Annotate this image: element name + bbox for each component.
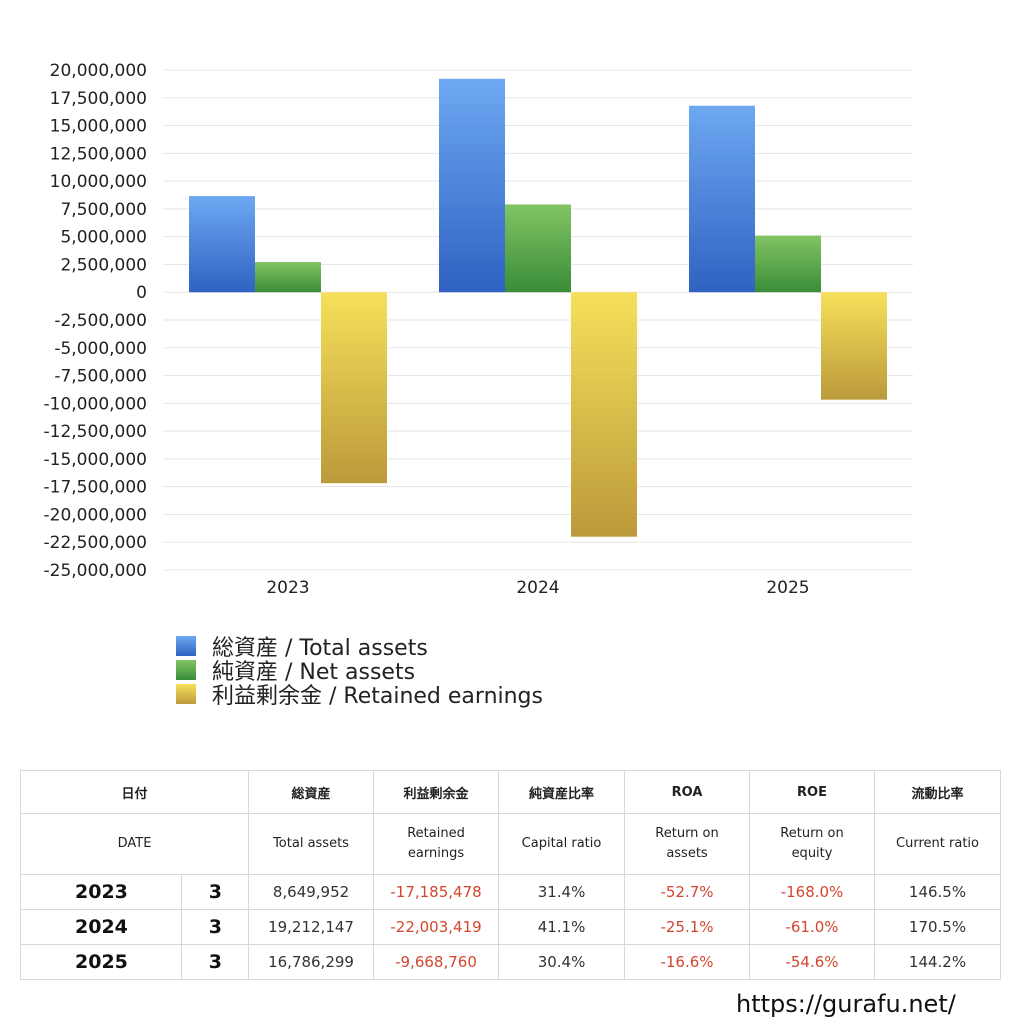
header-current-ratio-en: Current ratio: [874, 813, 1002, 875]
header-current-ratio-jp: 流動比率: [874, 770, 1002, 814]
chart-bars: [189, 78, 887, 537]
bar-2025-series-1: [755, 235, 821, 293]
header-total-assets-en: Total assets: [248, 813, 375, 875]
y-tick-label: -12,500,000: [44, 422, 147, 442]
row-roe: -54.6%: [749, 944, 876, 980]
header-retained-earnings-en-line1: Retained: [407, 826, 465, 841]
header-retained-earnings-en: Retained earnings: [373, 813, 500, 875]
header-total-assets-jp: 総資産: [248, 770, 375, 814]
row-capital-ratio: 31.4%: [498, 874, 626, 910]
row-month: 3: [180, 874, 250, 910]
y-tick-label: -25,000,000: [44, 561, 147, 581]
y-axis-ticks: 20,000,000 17,500,000 15,000,000 12,500,000…: [44, 61, 147, 581]
header-roa-en-line1: Return on: [655, 826, 719, 841]
legend-item-total-assets: 総資産 / Total assets: [176, 634, 543, 661]
y-tick-label: -17,500,000: [44, 478, 147, 498]
header-roe-jp: ROE: [749, 770, 876, 814]
chart-grid: [163, 69, 913, 571]
bar-2024-series-1: [505, 204, 571, 293]
table-row: 2023 3 8,649,952 -17,185,478 31.4% -52.7…: [20, 874, 1002, 910]
legend-label-retained-earnings: 利益剰余金 / Retained earnings: [212, 684, 543, 709]
y-tick-label: 0: [136, 283, 147, 303]
header-roe-en-line1: Return on: [780, 826, 844, 841]
row-retained-earnings: -9,668,760: [373, 944, 500, 980]
y-tick-label: 15,000,000: [50, 117, 147, 137]
header-roe-en-line2: equity: [791, 846, 833, 861]
table-row: 2024 3 19,212,147 -22,003,419 41.1% -25.…: [20, 909, 1002, 945]
table-header-jp: 日付 総資産 利益剰余金 純資産比率 ROA ROE 流動比率: [19, 770, 1002, 814]
row-retained-earnings: -17,185,478: [373, 874, 500, 910]
row-year: 2023: [20, 874, 182, 910]
header-roa-en: Return on assets: [624, 813, 751, 875]
row-retained-earnings: -22,003,419: [373, 909, 500, 945]
y-tick-label: -10,000,000: [44, 394, 147, 414]
header-roe-en: Return on equity: [749, 813, 876, 875]
row-year: 2025: [20, 944, 182, 980]
row-capital-ratio: 30.4%: [498, 944, 626, 980]
y-tick-label: -22,500,000: [44, 533, 147, 553]
table-header-en: DATE Total assets Retained earnings Capit…: [19, 813, 1002, 875]
legend-item-net-assets: 純資産 / Net assets: [176, 658, 543, 685]
bar-2024-series-2: [571, 292, 637, 537]
row-total-assets: 16,786,299: [248, 944, 375, 980]
row-total-assets: 8,649,952: [248, 874, 375, 910]
row-roe: -61.0%: [749, 909, 876, 945]
row-current-ratio: 146.5%: [874, 874, 1002, 910]
legend-label-net-assets: 純資産 / Net assets: [212, 660, 416, 685]
bar-2023-series-0: [189, 196, 255, 293]
x-axis-ticks: 2023 2024 2025: [266, 578, 809, 598]
legend-swatch-net-assets: [176, 660, 196, 680]
header-retained-earnings-en-line2: earnings: [407, 846, 465, 861]
row-capital-ratio: 41.1%: [498, 909, 626, 945]
bar-2025-series-2: [821, 292, 887, 400]
row-current-ratio: 144.2%: [874, 944, 1002, 980]
y-tick-label: 10,000,000: [50, 172, 147, 192]
bar-2025-series-0: [689, 105, 755, 293]
bar-2024-series-0: [439, 78, 505, 293]
site-url[interactable]: https://gurafu.net/: [736, 990, 956, 1018]
header-retained-earnings-jp: 利益剰余金: [373, 770, 500, 814]
bar-chart: 20,000,000 17,500,000 15,000,000 12,500,000…: [44, 61, 913, 598]
y-tick-label: 7,500,000: [60, 200, 147, 220]
bar-2023-series-1: [255, 262, 321, 293]
x-tick-label: 2025: [766, 578, 809, 598]
table-row: 2025 3 16,786,299 -9,668,760 30.4% -16.6…: [20, 944, 1002, 980]
y-tick-label: -15,000,000: [44, 450, 147, 470]
header-roa-jp: ROA: [624, 770, 751, 814]
row-current-ratio: 170.5%: [874, 909, 1002, 945]
row-roe: -168.0%: [749, 874, 876, 910]
y-tick-label: -7,500,000: [54, 367, 147, 387]
legend-swatch-total-assets: [176, 636, 196, 656]
x-tick-label: 2023: [266, 578, 309, 598]
y-tick-label: 17,500,000: [50, 89, 147, 109]
y-tick-label: 20,000,000: [50, 61, 147, 81]
x-tick-label: 2024: [516, 578, 559, 598]
y-tick-label: -20,000,000: [44, 505, 147, 525]
header-date-en: DATE: [19, 813, 250, 875]
row-month: 3: [180, 909, 250, 945]
y-tick-label: -2,500,000: [54, 311, 147, 331]
y-tick-label: 2,500,000: [60, 255, 147, 275]
y-tick-label: -5,000,000: [54, 339, 147, 359]
header-date-jp: 日付: [19, 770, 250, 814]
legend-label-total-assets: 総資産 / Total assets: [212, 636, 428, 661]
row-month: 3: [180, 944, 250, 980]
header-capital-ratio-jp: 純資産比率: [498, 770, 626, 814]
legend-swatch-retained-earnings: [176, 684, 196, 704]
bar-2023-series-2: [321, 292, 387, 484]
y-tick-label: 5,000,000: [60, 228, 147, 248]
header-roa-en-line2: assets: [666, 846, 708, 861]
y-tick-label: 12,500,000: [50, 144, 147, 164]
financial-summary-table: 日付 総資産 利益剰余金 純資産比率 ROA ROE 流動比率 DATE Tot…: [19, 770, 1002, 980]
row-roa: -52.7%: [624, 874, 751, 910]
legend-item-retained-earnings: 利益剰余金 / Retained earnings: [176, 682, 543, 709]
chart-legend: 総資産 / Total assets 純資産 / Net assets 利益剰余…: [176, 634, 543, 709]
row-roa: -25.1%: [624, 909, 751, 945]
row-total-assets: 19,212,147: [248, 909, 375, 945]
row-roa: -16.6%: [624, 944, 751, 980]
row-year: 2024: [20, 909, 182, 945]
header-capital-ratio-en: Capital ratio: [498, 813, 626, 875]
